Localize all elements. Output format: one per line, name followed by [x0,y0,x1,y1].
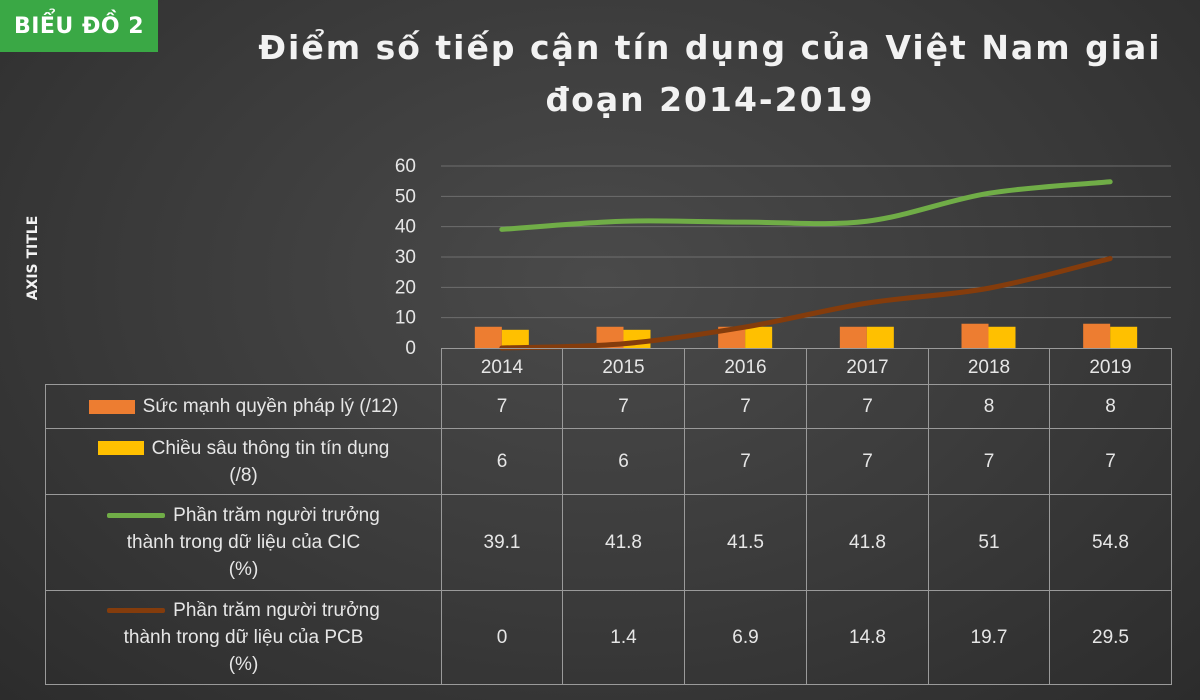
value-cell: 41.8 [562,494,685,591]
y-tick-label: 10 [395,308,416,329]
legend-label-text: thành trong dữ liệu của PCB [123,627,364,648]
legend-label-line: (/8) [50,462,437,489]
category-label: 2017 [806,348,929,385]
legend-bar-swatch [97,441,144,456]
value-cell: 39.1 [441,494,563,591]
legend-label-line: Phần trăm người trưởng [50,597,437,624]
legend-label-line: Phần trăm người trưởng [50,502,437,529]
value-cell: 6 [562,428,685,495]
value-cell: 8 [1049,384,1172,429]
value-cell: 7 [684,428,807,495]
bar [474,326,502,348]
bar [839,326,867,348]
legend-line-swatch [107,513,166,519]
value-cell: 41.5 [684,494,807,591]
series-legend-cell: Phần trăm người trưởng thành trong dữ liệ… [45,494,442,591]
bar [961,323,989,348]
value-cell: 0 [441,590,563,685]
chart-title-line-2: đoạn 2014-2019 [545,80,875,119]
table-row: Sức mạnh quyền pháp lý (/12) 7 7 7 7 8 8 [45,384,1172,429]
y-tick-label: 20 [395,277,416,298]
y-tick-label: 30 [395,247,416,268]
table-corner-cell [45,348,442,385]
value-cell: 7 [562,384,685,429]
data-table: 2014 2015 2016 2017 2018 2019 Sức mạnh q… [45,348,1172,685]
category-label: 2015 [562,348,685,385]
value-cell: 29.5 [1049,590,1172,685]
chart-title: Điểm số tiếp cận tín dụng của Việt Nam g… [240,22,1180,126]
figure-badge: BIỂU ĐỒ 2 [0,0,158,52]
bar [1083,323,1111,348]
value-cell: 7 [441,384,563,429]
grid-lines [441,165,1171,319]
legend-label-text: (%) [228,654,259,675]
value-cell: 41.8 [806,494,929,591]
value-cell: 7 [806,384,929,429]
legend-label-text: (%) [228,559,259,580]
table-row: Chiều sâu thông tin tín dụng (/8) 6 6 7 7 7 7 [45,428,1172,495]
category-label: 2019 [1049,348,1172,385]
series-line [499,179,1113,232]
value-cell: 7 [684,384,807,429]
value-cell: 6.9 [684,590,807,685]
bar-series [474,323,1138,348]
legend-label-line: thành trong dữ liệu của PCB [50,624,437,651]
legend-label-text: Sức mạnh quyền pháp lý (/12) [142,396,399,417]
value-cell: 7 [928,428,1050,495]
table-header-row: 2014 2015 2016 2017 2018 2019 [45,348,1172,385]
legend-label-text: (/8) [229,464,258,486]
legend-label-text: Chiều sâu thông tin tín dụng [151,437,390,459]
series-legend-cell: Chiều sâu thông tin tín dụng (/8) [45,428,442,495]
legend-label-line: thành trong dữ liệu của CIC [50,529,437,556]
value-cell: 19.7 [928,590,1050,685]
legend-label-line: Chiều sâu thông tin tín dụng [50,435,437,462]
table-row: Phần trăm người trưởng thành trong dữ liệ… [45,590,1172,685]
value-cell: 7 [806,428,929,495]
legend-label-text: Phần trăm người trưởng [173,600,380,621]
value-cell: 1.4 [562,590,685,685]
value-cell: 7 [1049,428,1172,495]
legend-label-text: thành trong dữ liệu của CIC [126,532,361,553]
legend-label-line: (%) [50,651,437,678]
chart-title-line-1: Điểm số tiếp cận tín dụng của Việt Nam g… [258,28,1162,67]
value-cell: 51 [928,494,1050,591]
category-label: 2014 [441,348,563,385]
bar [501,329,529,348]
legend-line-swatch [107,608,166,614]
y-tick-label: 60 [395,156,416,177]
legend-label-line: Sức mạnh quyền pháp lý (/12) [50,393,437,420]
series-legend-cell: Phần trăm người trưởng thành trong dữ liệ… [45,590,442,685]
series-legend-cell: Sức mạnh quyền pháp lý (/12) [45,384,442,429]
legend-bar-swatch [88,399,135,414]
y-tick-label: 40 [395,217,416,238]
bar [745,326,773,348]
value-cell: 8 [928,384,1050,429]
value-cell: 54.8 [1049,494,1172,591]
series-line [499,256,1113,351]
bar [988,326,1016,348]
category-label: 2018 [928,348,1050,385]
bar [1110,326,1138,348]
bar [866,326,894,348]
value-cell: 6 [441,428,563,495]
line-series [499,179,1113,351]
y-tick-label: 50 [395,186,416,207]
category-label: 2016 [684,348,807,385]
legend-label-line: (%) [50,556,437,583]
table-row: Phần trăm người trưởng thành trong dữ liệ… [45,494,1172,591]
legend-label-text: Phần trăm người trưởng [173,505,380,526]
value-cell: 14.8 [806,590,929,685]
